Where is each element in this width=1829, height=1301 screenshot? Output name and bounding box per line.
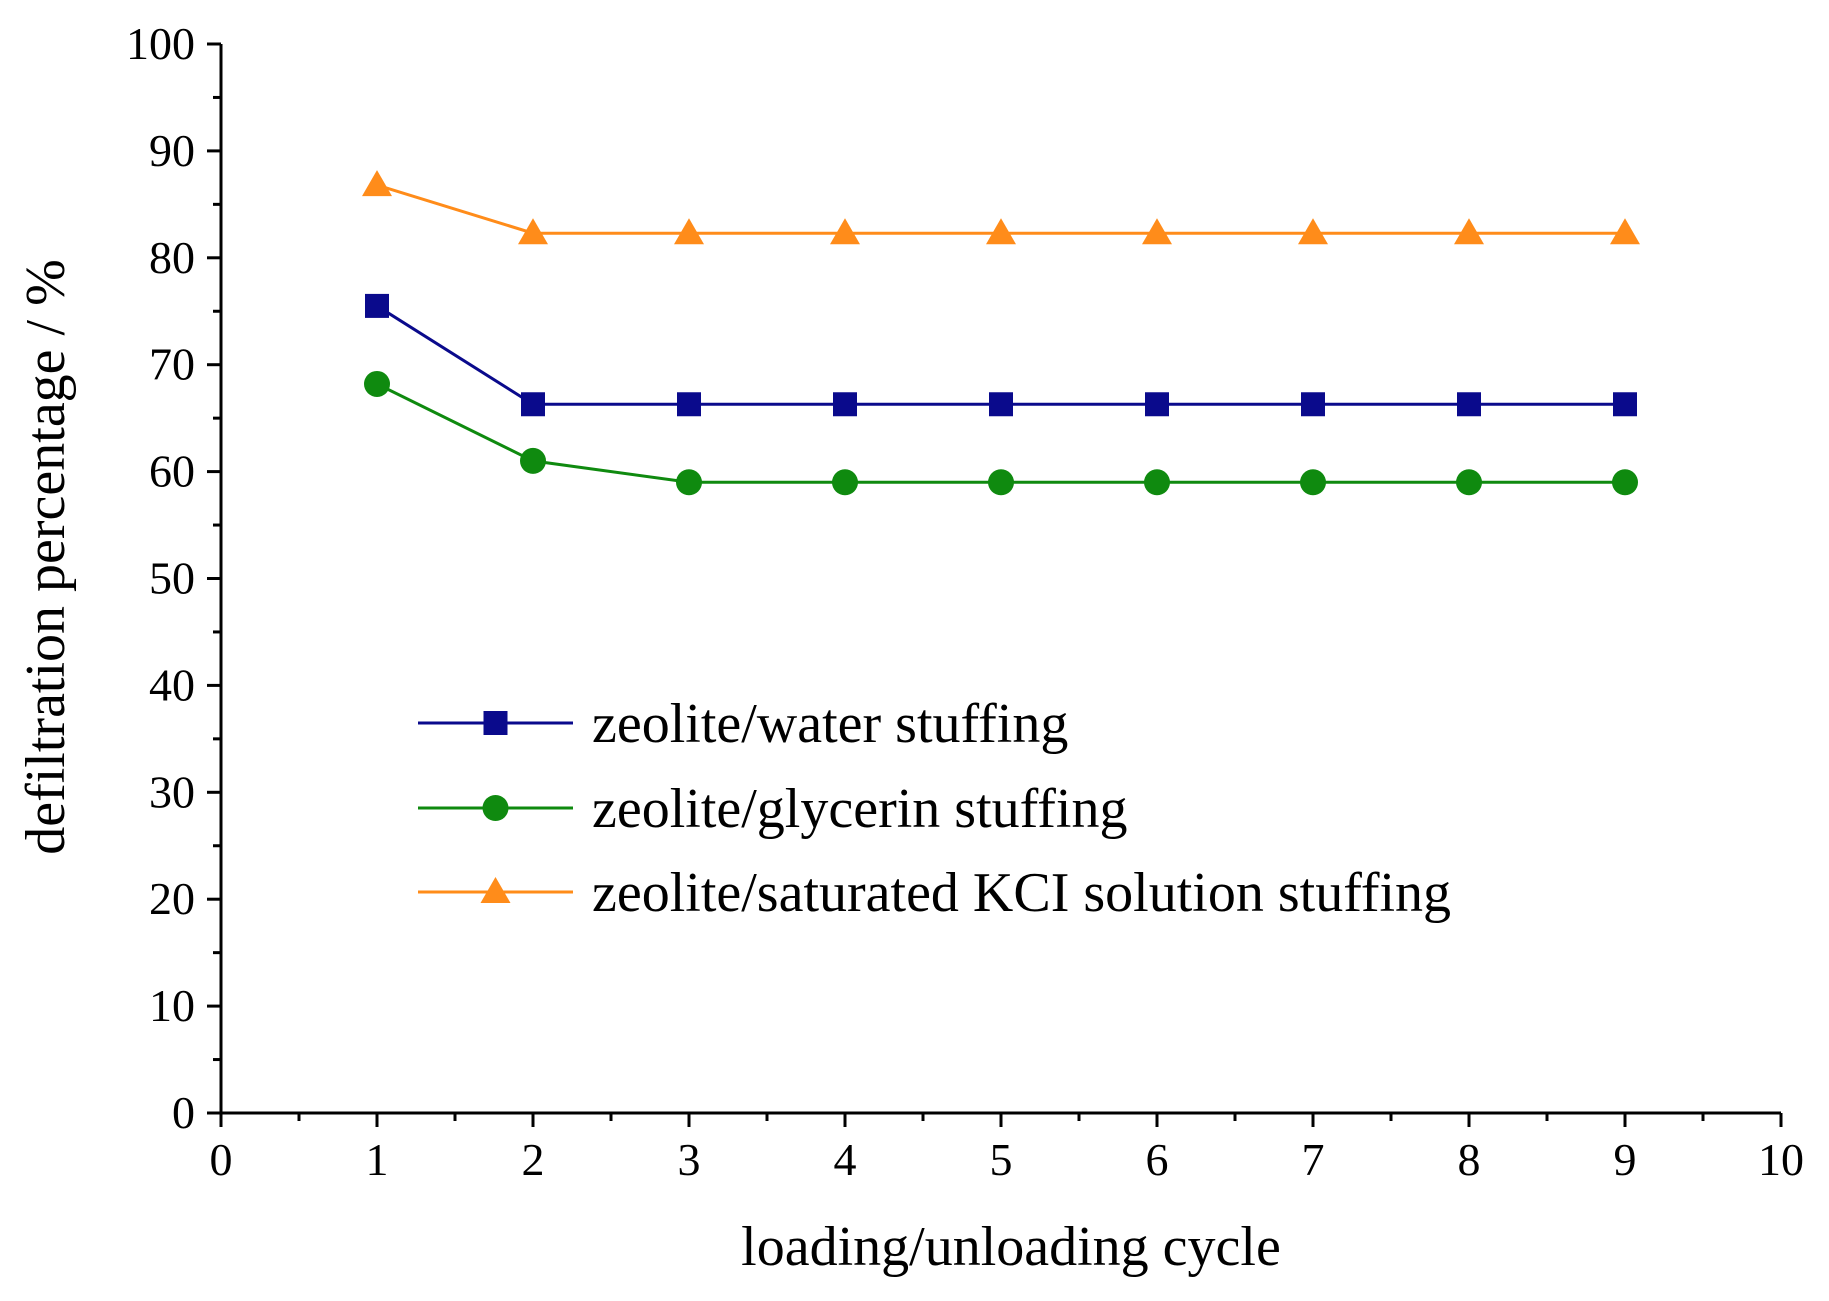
series-3 [362,170,1640,245]
y-tick-label: 80 [149,232,195,283]
x-tick-label: 2 [522,1134,545,1185]
y-tick-label: 100 [126,18,195,69]
data-point-s1-9 [1613,392,1637,417]
data-point-s3-2 [518,218,548,245]
data-point-s3-9 [1610,218,1640,245]
y-tick-label: 40 [149,659,195,710]
data-point-s1-3 [677,392,701,417]
y-tick-label: 0 [172,1087,195,1138]
x-tick-label: 3 [678,1134,701,1185]
data-point-s2-3 [676,469,702,496]
data-point-s2-8 [1456,469,1482,496]
y-tick-label: 90 [149,125,195,176]
series-line-1 [376,304,1625,406]
y-tick-label: 30 [149,766,195,817]
data-point-s2-2 [520,447,546,474]
x-tick-label: 6 [1146,1134,1169,1185]
data-point-s2-5 [988,469,1014,496]
legend-marker [483,711,508,735]
y-tick-label: 70 [149,339,195,390]
data-point-s3-6 [1142,218,1172,245]
x-axis-title: loading/unloading cycle [741,1216,1281,1278]
x-tick-label: 9 [1614,1134,1637,1185]
data-point-s3-5 [986,218,1016,245]
data-point-s1-6 [1145,392,1169,417]
legend-label: zeolite/water stuffing [592,693,1068,755]
y-tick-label: 60 [149,446,195,497]
legend-entry-3: zeolite/saturated KCI solution stuffing [418,862,1451,924]
legend: zeolite/water stuffing zeolite/glycerin s… [418,693,1451,924]
data-point-s2-4 [832,469,858,496]
legend-entry-2: zeolite/glycerin stuffing [418,778,1127,840]
data-point-s2-9 [1612,469,1638,496]
data-point-s3-1 [362,170,392,197]
data-point-s1-5 [989,392,1013,417]
series-layer [362,170,1640,496]
legend-label: zeolite/saturated KCI solution stuffing [592,862,1451,924]
y-tick-label: 20 [149,873,195,924]
x-tick-label: 8 [1458,1134,1481,1185]
legend-entry-1: zeolite/water stuffing [418,693,1068,755]
legend-marker [482,795,509,821]
data-point-s1-8 [1457,392,1481,417]
data-point-s3-7 [1298,218,1328,245]
x-tick-label: 7 [1302,1134,1325,1185]
data-point-s1-1 [365,293,389,318]
y-axis-title: defiltration percentage / % [15,259,77,855]
x-tick-label: 0 [210,1134,233,1185]
data-point-s2-7 [1300,469,1326,496]
series-1 [365,293,1637,417]
data-point-s2-6 [1144,469,1170,496]
y-tick-label: 10 [149,980,195,1031]
legend-label: zeolite/glycerin stuffing [592,778,1127,840]
y-tick-label: 50 [149,553,195,604]
data-point-s1-4 [833,392,857,417]
x-tick-label: 5 [990,1134,1013,1185]
data-point-s3-3 [674,218,704,245]
x-tick-label: 1 [366,1134,389,1185]
x-tick-label: 4 [834,1134,857,1185]
data-point-s2-1 [364,370,390,397]
x-tick-label: 10 [1758,1134,1804,1185]
data-point-s1-2 [521,392,545,417]
data-point-s3-8 [1454,218,1484,245]
data-point-s3-4 [830,218,860,245]
data-point-s1-7 [1301,392,1325,417]
series-2 [364,370,1638,496]
legend-marker [480,877,511,903]
